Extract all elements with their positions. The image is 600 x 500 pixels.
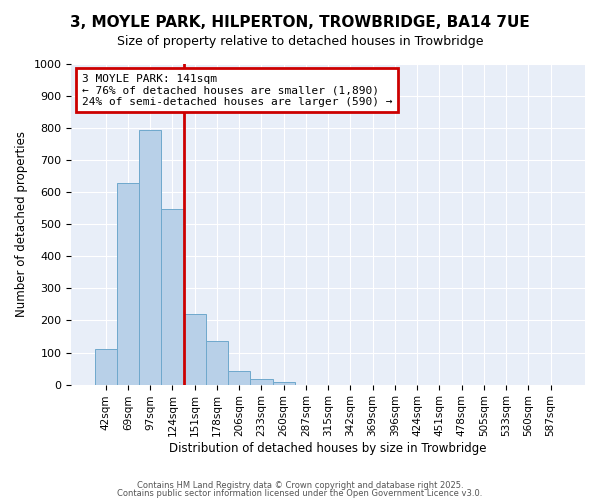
Text: 3 MOYLE PARK: 141sqm
← 76% of detached houses are smaller (1,890)
24% of semi-de: 3 MOYLE PARK: 141sqm ← 76% of detached h… [82, 74, 392, 107]
Bar [139, 130, 161, 384]
Bar [272, 382, 295, 384]
Bar [184, 314, 206, 384]
Bar [161, 209, 184, 384]
Text: Contains public sector information licensed under the Open Government Licence v3: Contains public sector information licen… [118, 488, 482, 498]
Text: Size of property relative to detached houses in Trowbridge: Size of property relative to detached ho… [117, 35, 483, 48]
X-axis label: Distribution of detached houses by size in Trowbridge: Distribution of detached houses by size … [169, 442, 487, 455]
Bar [228, 371, 250, 384]
Bar [206, 342, 228, 384]
Bar [95, 350, 117, 384]
Text: 3, MOYLE PARK, HILPERTON, TROWBRIDGE, BA14 7UE: 3, MOYLE PARK, HILPERTON, TROWBRIDGE, BA… [70, 15, 530, 30]
Text: Contains HM Land Registry data © Crown copyright and database right 2025.: Contains HM Land Registry data © Crown c… [137, 481, 463, 490]
Y-axis label: Number of detached properties: Number of detached properties [15, 132, 28, 318]
Bar [117, 182, 139, 384]
Bar [250, 379, 272, 384]
